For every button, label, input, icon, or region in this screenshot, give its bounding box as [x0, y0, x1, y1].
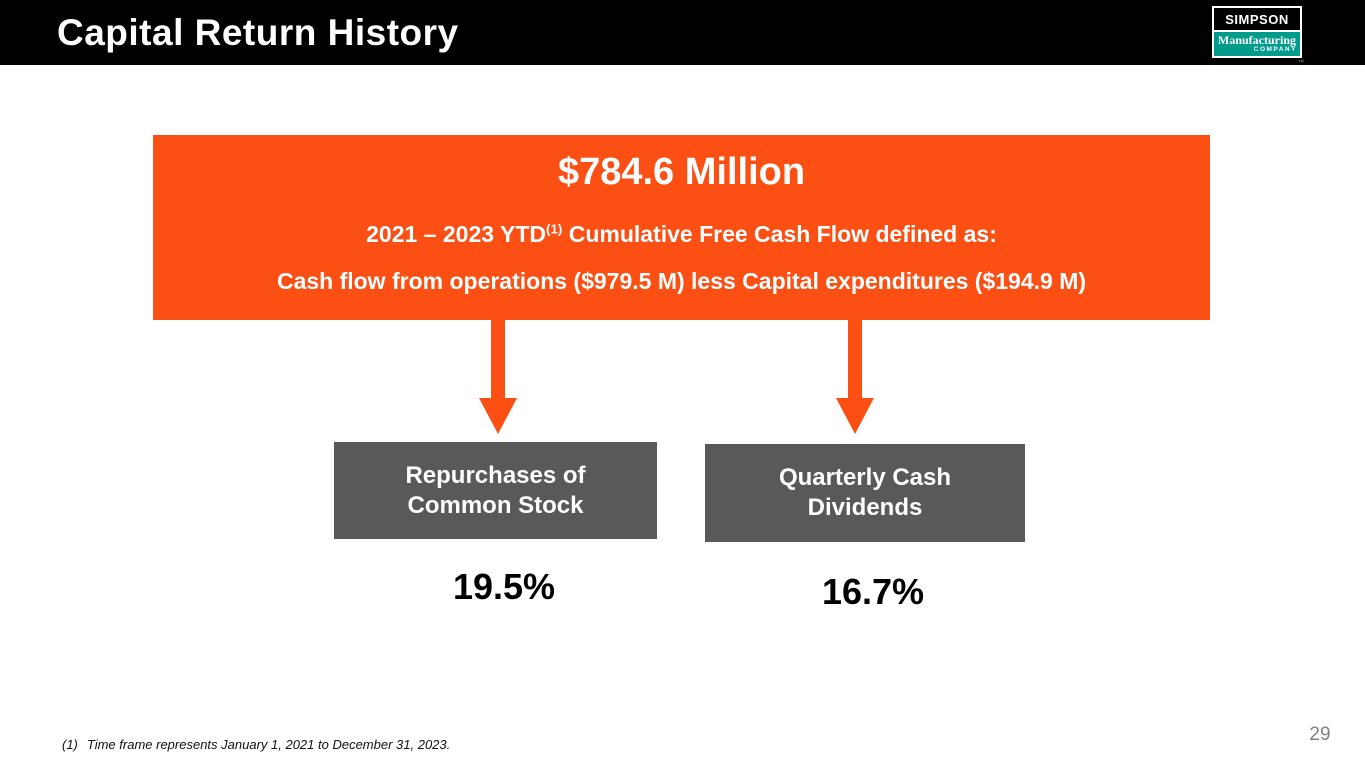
page-title: Capital Return History — [57, 12, 459, 53]
down-arrow-icon — [479, 318, 517, 436]
logo-bottom-section: Manufacturing COMPANY — [1214, 32, 1300, 56]
repurchases-label-line1: Repurchases of — [405, 461, 586, 489]
fcf-period-text: 2021 – 2023 YTD — [366, 221, 547, 247]
logo-top-section: SIMPSON — [1214, 8, 1300, 30]
dividends-label-line2: Dividends — [807, 494, 923, 521]
footnote-reference: (1) — [546, 221, 563, 237]
fcf-definition-line2: Cash flow from operations ($979.5 M) les… — [276, 268, 1087, 294]
page-number: 29 — [1309, 724, 1331, 745]
logo-manufacturing-text: Manufacturing — [1218, 33, 1296, 47]
fcf-definition-line1: 2021 – 2023 YTD(1) Cumulative Free Cash … — [153, 221, 1210, 248]
logo-company-text: COMPANY — [1253, 46, 1297, 53]
footnote: (1) Time frame represents January 1, 2021… — [62, 737, 450, 752]
dividends-percentage: 16.7% — [821, 571, 925, 612]
cumulative-fcf-amount: $784.6 Million — [557, 151, 806, 193]
repurchases-percentage: 19.5% — [452, 566, 556, 607]
free-cash-flow-box: $784.6 Million 2021 – 2023 YTD(1) Cumula… — [153, 135, 1210, 320]
footnote-marker: (1) — [62, 737, 78, 752]
header-bar: Capital Return History SIMPSON Manufactu… — [0, 0, 1365, 66]
dividends-label-line1: Quarterly Cash — [778, 464, 952, 491]
dividends-box: Quarterly Cash Dividends — [705, 444, 1025, 542]
simpson-logo-icon: SIMPSON Manufacturing COMPANY ™ — [1212, 6, 1304, 66]
fcf-defined-as-text: Cumulative Free Cash Flow defined as: — [562, 221, 997, 247]
trademark-symbol: ™ — [1298, 60, 1304, 66]
repurchases-box: Repurchases of Common Stock — [334, 442, 657, 539]
down-arrow-icon — [836, 318, 874, 436]
repurchases-label-line2: Common Stock — [407, 491, 584, 519]
footnote-text: Time frame represents January 1, 2021 to… — [86, 737, 451, 752]
logo-simpson-text: SIMPSON — [1225, 11, 1289, 27]
